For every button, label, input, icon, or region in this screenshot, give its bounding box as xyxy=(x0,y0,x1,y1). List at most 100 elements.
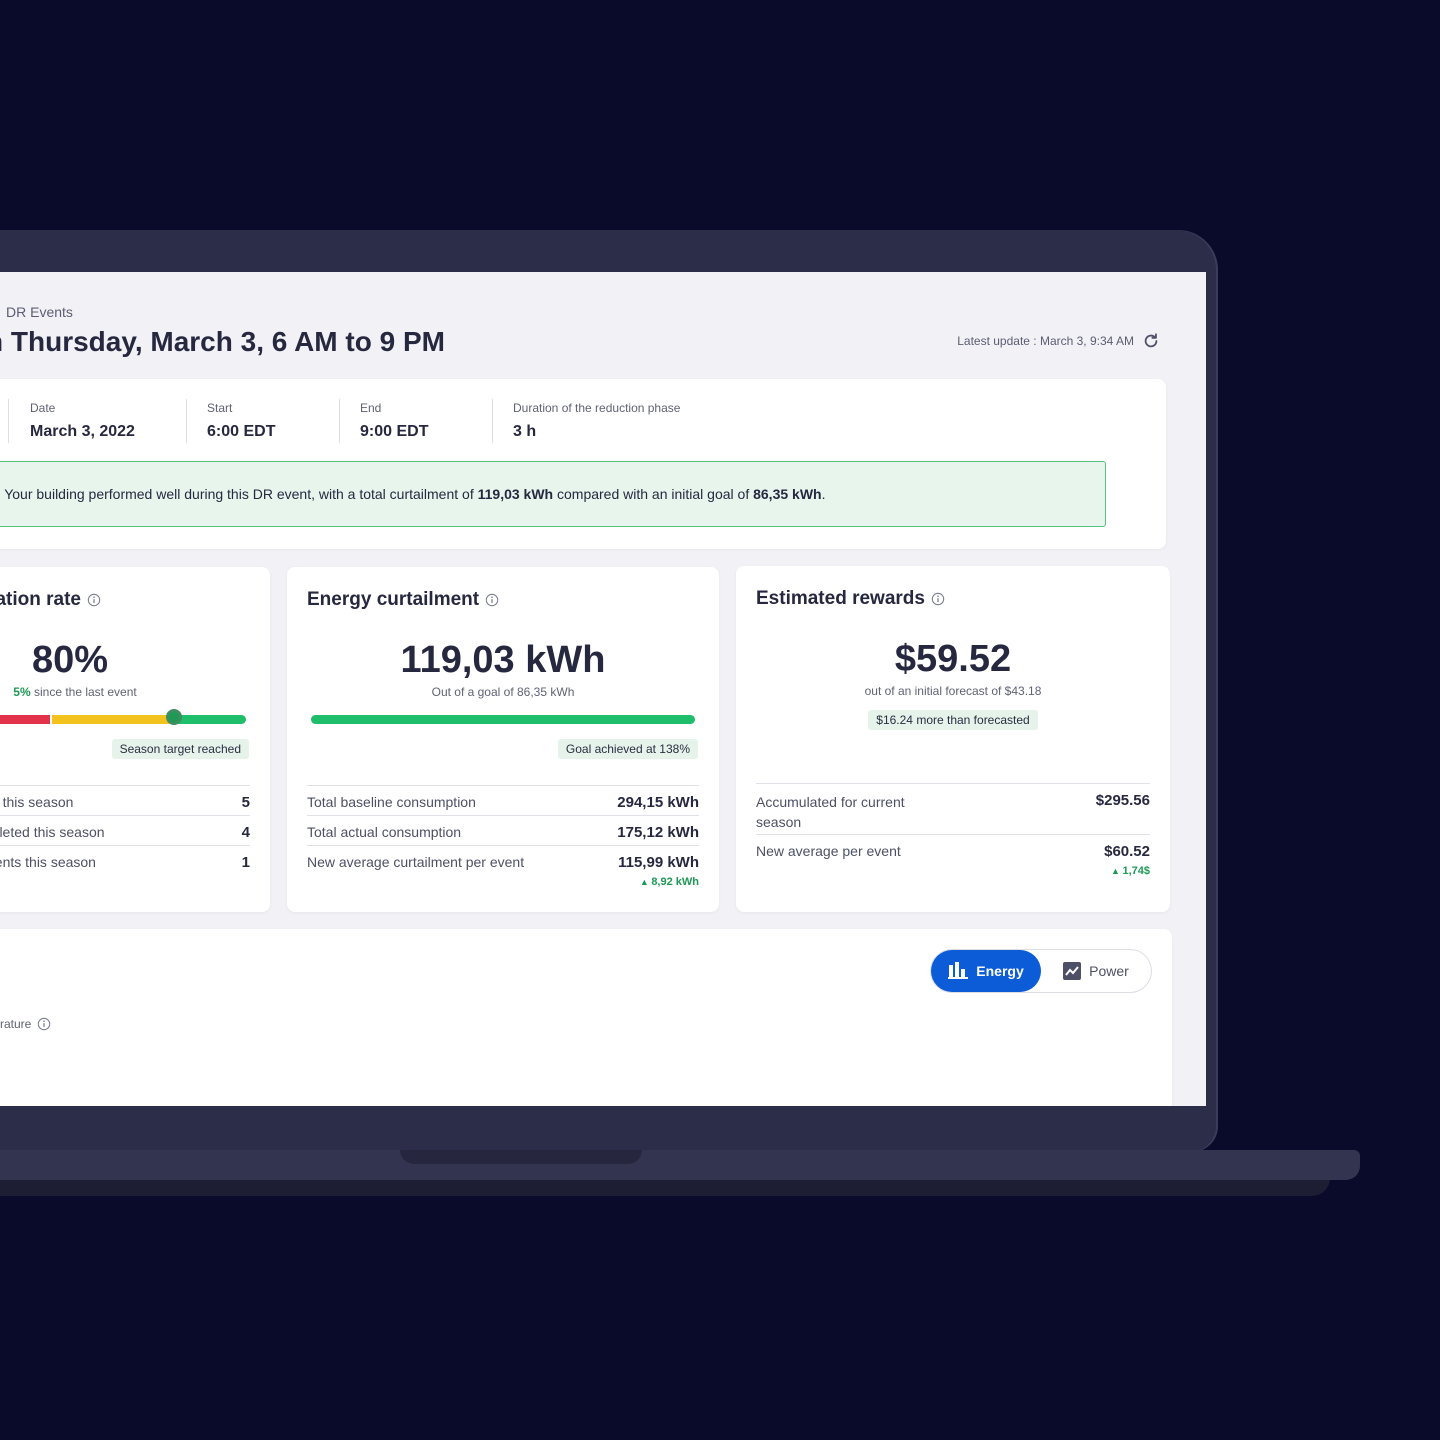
goal-progress-fill xyxy=(311,715,695,724)
bar-segment-mid xyxy=(52,715,174,724)
info-icon[interactable] xyxy=(485,593,499,607)
more-than-forecast-badge: $16.24 more than forecasted xyxy=(868,710,1038,730)
rewards-title: Estimated rewards xyxy=(756,588,925,609)
bar-segment-high xyxy=(174,715,246,724)
meta-label: Date xyxy=(30,401,56,415)
bar-segment-low xyxy=(0,715,50,724)
change-value: 5% xyxy=(13,685,31,699)
change-suffix: since the last event xyxy=(30,685,137,699)
row-label: mpleted this season xyxy=(0,824,105,840)
rewards-badge-wrap: $16.24 more than forecasted xyxy=(736,710,1170,730)
meta-value: 3 h xyxy=(513,423,537,440)
meta-date: Date March 3, 2022 xyxy=(30,401,135,441)
power-toggle-button[interactable]: Power xyxy=(1041,950,1151,992)
table-row: nts this season 5 xyxy=(0,785,250,815)
info-icon[interactable] xyxy=(37,1017,51,1031)
goal-progress-track xyxy=(311,715,695,724)
banner-post: . xyxy=(821,486,826,502)
table-row: mpleted this season 4 xyxy=(0,815,250,845)
table-row: Total baseline consumption 294,15 kWh xyxy=(307,785,699,815)
row-delta: 1,74$ xyxy=(1104,865,1150,877)
row-label: events this season xyxy=(0,854,96,870)
row-label: nts this season xyxy=(0,794,74,810)
rewards-forecast-text: out of an initial forecast of $43.18 xyxy=(864,684,1042,698)
rewards-value: $59.52 xyxy=(894,638,1012,680)
laptop-notch xyxy=(400,1150,642,1164)
rate-marker xyxy=(166,709,182,725)
table-row: Total actual consumption 175,12 kWh xyxy=(307,815,699,845)
banner-pre: ions! Your building performed well durin… xyxy=(0,486,478,502)
line-chart-icon xyxy=(1063,962,1082,980)
meta-start: Start 6:00 EDT xyxy=(207,401,275,441)
app-screen: DR Events n Thursday, March 3, 6 AM to 9… xyxy=(0,272,1206,1106)
energy-curtailment-card: Energy curtailment 119,03 kWh Out of a g… xyxy=(287,567,719,912)
estimated-rewards-card: Estimated rewards $59.52 out of an initi… xyxy=(736,566,1170,912)
temperature-label: rature xyxy=(0,1017,32,1031)
participation-title: cipation rate xyxy=(0,589,81,610)
energy-toggle-label: Energy xyxy=(976,963,1024,979)
row-label: Accumulated for current season xyxy=(756,794,905,830)
banner-mid: compared with an initial goal of xyxy=(553,486,754,502)
row-delta: 8,92 kWh xyxy=(618,876,699,888)
table-row: New average curtailment per event 115,99 … xyxy=(307,845,699,895)
card-title: Energy curtailment xyxy=(307,589,499,611)
participation-change: 5% since the last event xyxy=(0,685,220,699)
row-value: 5 xyxy=(241,794,250,811)
season-target-badge: Season target reached xyxy=(111,739,249,759)
meta-value: March 3, 2022 xyxy=(30,423,135,440)
row-value: 1 xyxy=(241,854,250,871)
row-label: Total actual consumption xyxy=(307,824,462,840)
latest-update: Latest update : March 3, 9:34 AM xyxy=(957,332,1160,350)
energy-toggle-button[interactable]: Energy xyxy=(931,950,1041,992)
divider xyxy=(492,399,493,443)
banner-curtailment: 119,03 kWh xyxy=(477,486,554,502)
row-value-group: $60.52 1,74$ xyxy=(1104,843,1150,877)
energy-value: 119,03 kWh xyxy=(400,639,606,681)
breadcrumb[interactable]: DR Events xyxy=(6,304,73,320)
participation-card: cipation rate 80% 5% since the last even… xyxy=(0,567,270,912)
row-value: 175,12 kWh xyxy=(617,824,699,841)
row-label: New average per event xyxy=(756,843,901,859)
row-label: New average curtailment per event xyxy=(307,854,525,870)
row-value: $60.52 xyxy=(1104,843,1150,860)
latest-update-text: Latest update : March 3, 9:34 AM xyxy=(957,334,1134,348)
row-value: 4 xyxy=(241,824,250,841)
meta-label: Start xyxy=(207,401,233,415)
temperature-legend: rature xyxy=(0,1017,51,1031)
row-value-group: 115,99 kWh 8,92 kWh xyxy=(618,854,699,888)
banner-goal: 86,35 kWh xyxy=(753,486,822,502)
card-title: cipation rate xyxy=(0,589,101,611)
energy-goal-text: Out of a goal of 86,35 kWh xyxy=(431,685,575,699)
chart-mode-toggle: Energy Power xyxy=(930,949,1152,993)
card-title: Estimated rewards xyxy=(756,588,945,610)
divider xyxy=(186,399,187,443)
row-value: $295.56 xyxy=(1095,792,1150,809)
meta-duration: Duration of the reduction phase 3 h xyxy=(513,401,680,441)
info-icon[interactable] xyxy=(931,592,945,606)
row-value: 294,15 kWh xyxy=(617,794,699,811)
success-banner: ions! Your building performed well durin… xyxy=(0,461,1106,527)
participation-value: 80% xyxy=(31,639,109,681)
energy-title: Energy curtailment xyxy=(307,589,480,610)
bar-chart-icon xyxy=(948,962,969,979)
table-row: Accumulated for current season $295.56 xyxy=(756,783,1150,835)
banner-text: ions! Your building performed well durin… xyxy=(0,486,825,502)
power-toggle-label: Power xyxy=(1089,963,1129,979)
row-value: 115,99 kWh xyxy=(618,854,699,871)
row-label: Total baseline consumption xyxy=(307,794,476,810)
meta-end: End 9:00 EDT xyxy=(360,401,428,441)
event-info-card: Date March 3, 2022 Start 6:00 EDT End 9:… xyxy=(0,379,1166,549)
divider xyxy=(339,399,340,443)
meta-label: End xyxy=(360,401,382,415)
table-row: events this season 1 xyxy=(0,845,250,875)
page-title: n Thursday, March 3, 6 AM to 9 PM xyxy=(0,326,445,357)
refresh-icon[interactable] xyxy=(1142,332,1160,350)
meta-value: 6:00 EDT xyxy=(207,423,276,440)
divider xyxy=(8,399,9,443)
goal-achieved-badge: Goal achieved at 138% xyxy=(557,739,698,759)
laptop-base-shadow xyxy=(0,1178,1330,1196)
consumption-chart-card: Energy Power rature xyxy=(0,929,1172,1106)
meta-value: 9:00 EDT xyxy=(360,423,429,440)
table-row: New average per event $60.52 1,74$ xyxy=(756,834,1150,884)
info-icon[interactable] xyxy=(87,593,101,607)
